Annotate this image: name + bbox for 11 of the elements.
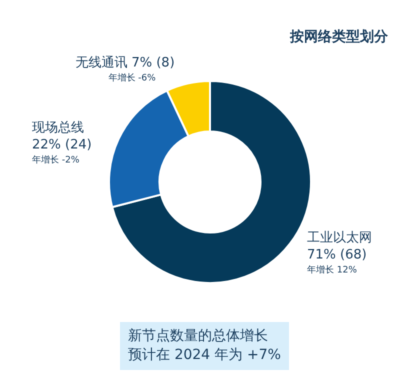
data-label: 22% (24): [32, 137, 92, 152]
data-label: 71% (68): [307, 247, 367, 262]
text: 预计在 2024 年为 +7%: [128, 346, 281, 365]
text: 年增长 -2%: [32, 154, 80, 166]
text: 年增长 12%: [307, 264, 358, 276]
text: 年增长 -6%: [108, 72, 156, 84]
slice-label: 现场总线: [32, 120, 84, 136]
chart-title: 按网络类型划分: [290, 28, 388, 46]
slice-label: 无线通讯 7% (8): [75, 55, 175, 70]
text: 新节点数量的总体增长: [128, 327, 269, 346]
slice-label: 工业以太网: [307, 230, 372, 246]
